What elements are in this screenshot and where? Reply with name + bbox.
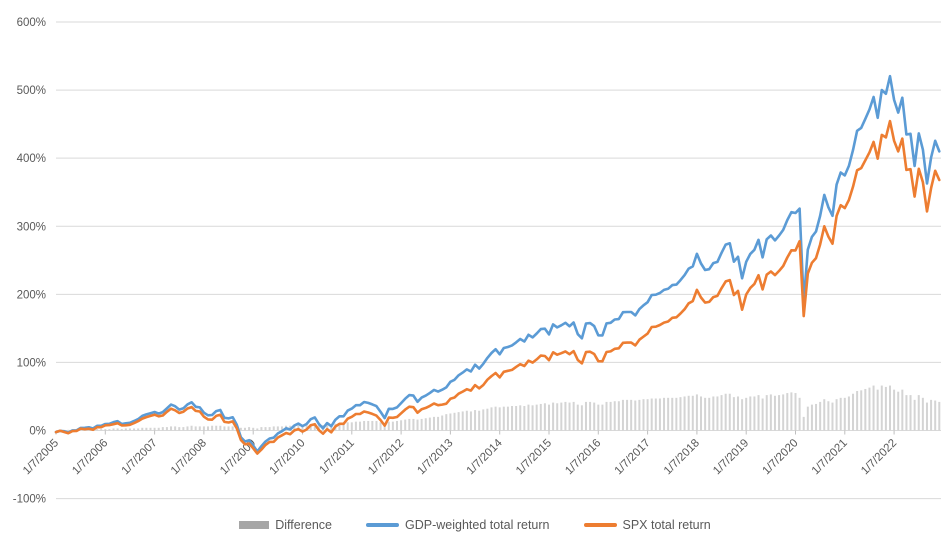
difference-bar-swatch-icon [239,521,270,529]
series-spx-line [54,119,941,455]
x-tick-label: 1/7/2022 [859,437,899,477]
x-tick-label: 1/7/2011 [317,437,357,477]
x-tick-label: 1/7/2016 [563,437,603,477]
gdp-line-swatch-icon [365,523,399,527]
x-tick-label: 1/7/2018 [662,437,702,477]
x-tick-label: 1/7/2014 [465,437,506,478]
y-tick-label: 300% [17,221,46,233]
legend-label-gdp-weighted: GDP-weighted total return [404,518,550,532]
x-tick-label: 1/7/2005 [21,437,61,477]
x-tick-label: 1/7/2008 [169,437,209,477]
series-gdp-weighted-line [54,74,941,453]
x-tick-label: 1/7/2021 [810,437,850,477]
y-tick-label: 0% [29,426,46,438]
y-tick-label: 400% [17,153,46,165]
x-tick-label: 1/7/2017 [613,437,653,477]
legend-item-spx[interactable]: SPX total return [583,518,711,532]
x-tick-label: 1/7/2010 [267,437,307,477]
chart-legend: Difference GDP-weighted total return SPX… [0,518,950,532]
y-axis-labels: 600% 500% 400% 300% 200% 100% 0% -100% [13,17,46,506]
x-tick-label: 1/7/2013 [415,437,455,477]
y-tick-label: -100% [13,494,46,506]
x-tick-label: 1/7/2020 [760,437,800,477]
legend-label-difference: Difference [275,518,332,532]
legend-item-difference[interactable]: Difference [239,518,332,532]
series-difference-bars [63,385,941,431]
y-tick-label: 500% [17,85,46,97]
x-tick-label: 1/7/2006 [70,437,110,477]
spx-line-swatch-icon [583,523,617,527]
x-tick-label: 1/7/2007 [120,437,160,477]
legend-label-spx: SPX total return [622,518,711,532]
legend-item-gdp-weighted[interactable]: GDP-weighted total return [365,518,550,532]
x-tick-label: 1/7/2015 [514,437,554,477]
x-tick-label: 1/7/2012 [366,437,406,477]
x-axis-labels: 1/7/2005 1/7/2006 1/7/2007 1/7/2008 1/7/2009… [21,430,899,478]
x-tick-label: 1/7/2019 [711,437,751,477]
y-tick-label: 200% [17,289,46,301]
y-tick-label: 100% [17,357,46,369]
y-tick-label: 600% [17,17,46,29]
